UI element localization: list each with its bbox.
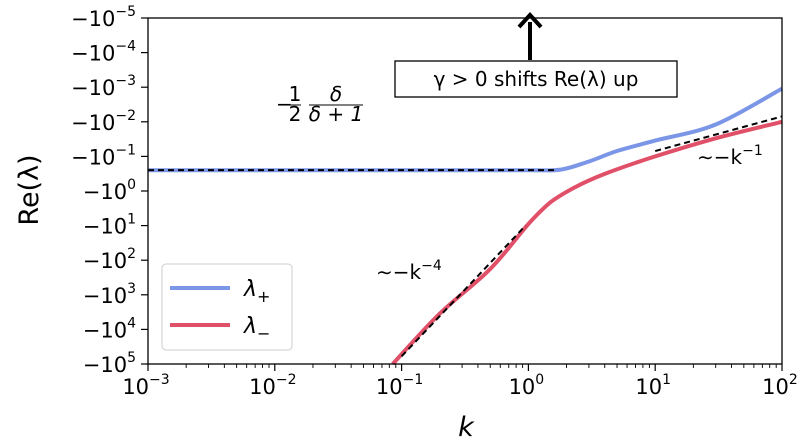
legend: λ+ λ− [161, 263, 293, 351]
reference-line-1 [400, 224, 527, 358]
svg-text:∼−k−4: ∼−k−4 [376, 258, 442, 284]
x-axis-title: k [458, 412, 475, 441]
svg-text:γ > 0 shifts Re(λ) up: γ > 0 shifts Re(λ) up [434, 67, 639, 91]
shift-annotation-box: γ > 0 shifts Re(λ) up [394, 60, 678, 98]
y-tick-label: −101 [83, 212, 136, 239]
x-tick-label: 10−2 [249, 372, 296, 399]
shallow-scaling-annotation: ∼−k−1 [697, 143, 763, 169]
svg-text:1: 1 [289, 82, 302, 106]
x-tick-label: 101 [635, 372, 671, 399]
reference-line-2 [654, 115, 783, 153]
svg-text:∼−k−1: ∼−k−1 [697, 143, 763, 169]
y-axis-title: Re(λ) [14, 154, 45, 225]
legend-frame [161, 263, 293, 351]
plateau-annotation: − 1 2 δ δ + 1 [276, 82, 363, 126]
svg-text:δ + 1: δ + 1 [309, 102, 363, 126]
shift-up-arrow-icon [517, 12, 543, 60]
y-tick-label: −10−3 [71, 73, 136, 100]
y-tick-label: −104 [83, 315, 136, 342]
reference-line-layer [148, 115, 783, 358]
svg-text:2: 2 [289, 102, 302, 126]
plot-frame [147, 17, 783, 365]
svg-text:δ: δ [330, 82, 342, 106]
x-tick-label: 10−3 [122, 372, 169, 399]
legend-label: λ− [243, 314, 270, 343]
x-tick-label: 10−1 [376, 372, 423, 399]
steep-scaling-annotation: ∼−k−4 [376, 258, 442, 284]
series-line-0 [148, 86, 783, 173]
legend-label: λ+ [243, 277, 270, 306]
y-tick-label: −105 [83, 350, 136, 377]
tick-layer: 10−3 10−2 10−1 100 101 102 −10−5 −10−4 −10−3 −10−… [71, 4, 798, 399]
svg-text:−: − [276, 92, 293, 116]
x-tick-label: 100 [509, 372, 545, 399]
y-tick-label: −10−4 [71, 39, 136, 66]
y-tick-label: −10−5 [71, 4, 136, 31]
x-tick-label: 102 [762, 372, 798, 399]
y-tick-label: −103 [83, 281, 136, 308]
y-tick-label: −10−2 [71, 108, 136, 135]
y-tick-label: −10−1 [71, 142, 136, 169]
y-tick-label: −100 [83, 177, 136, 204]
y-tick-label: −102 [83, 246, 136, 273]
